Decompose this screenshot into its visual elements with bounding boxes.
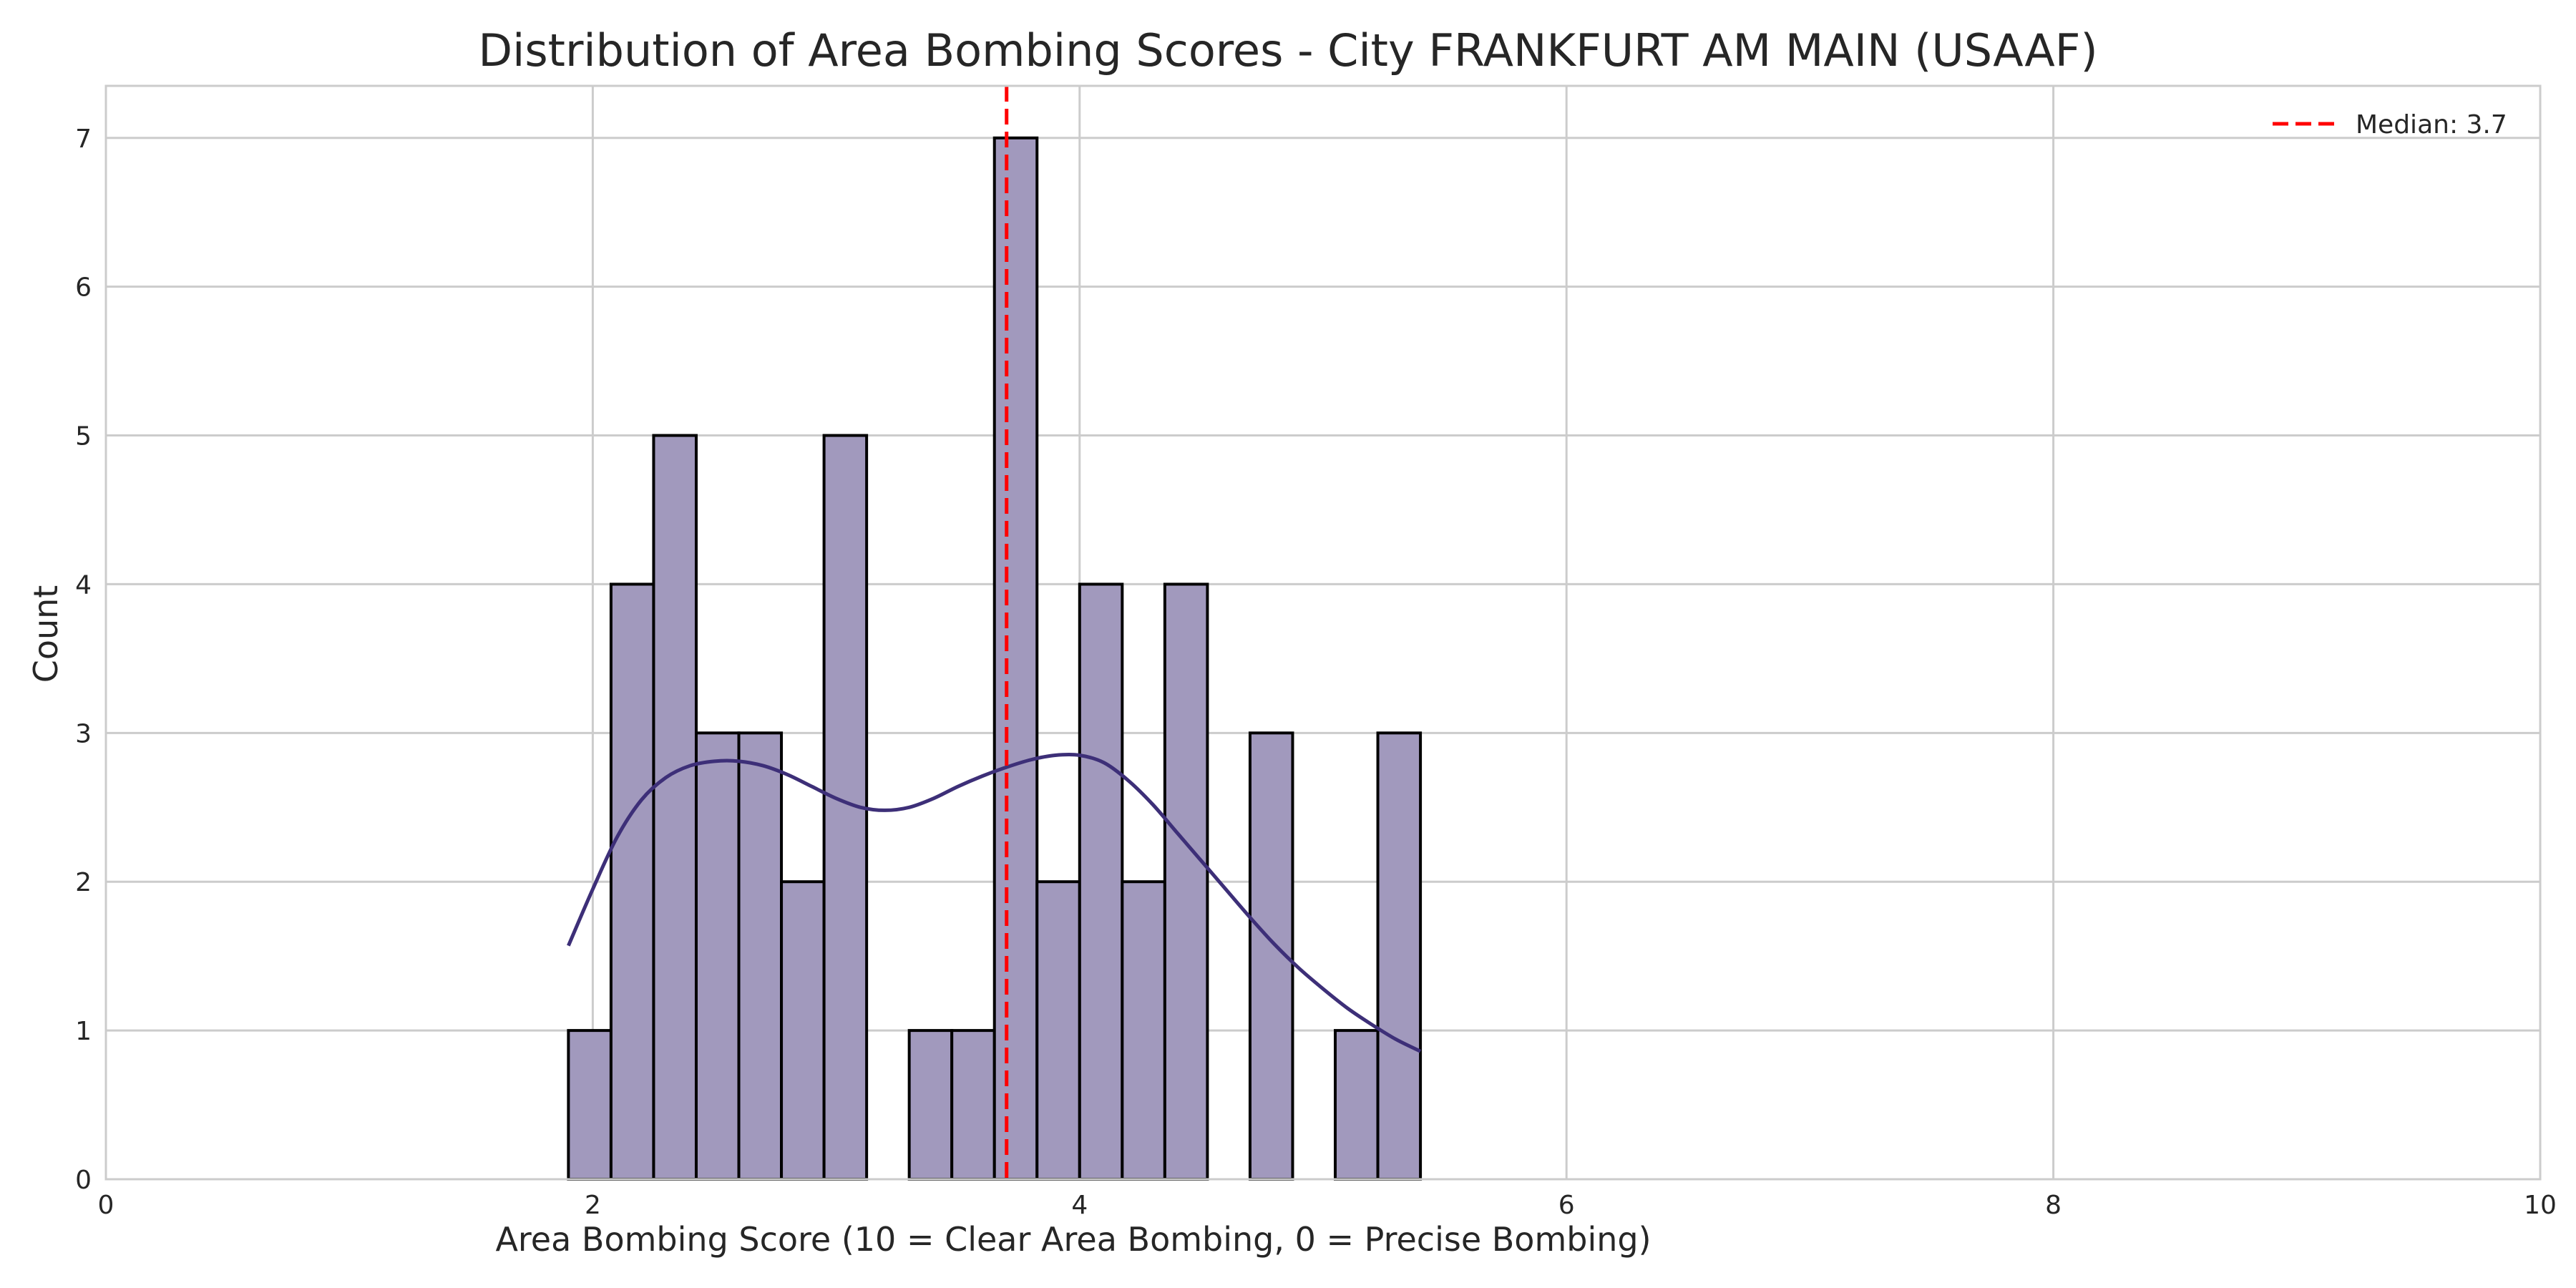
histogram-bar	[1334, 1029, 1380, 1181]
y-tick-label: 5	[75, 422, 92, 452]
histogram-bar	[907, 1029, 954, 1181]
x-tick-label: 10	[2524, 1191, 2557, 1220]
histogram-bar	[1376, 731, 1423, 1181]
x-tick-label: 6	[1558, 1191, 1575, 1220]
histogram-bar	[652, 434, 698, 1181]
legend-median-label: Median: 3.7	[2356, 110, 2507, 140]
histogram-bar	[950, 1029, 996, 1181]
kde-curve	[567, 752, 1422, 1053]
histogram-bar	[780, 880, 826, 1181]
x-tick-label: 0	[98, 1191, 114, 1220]
y-tick-label: 7	[75, 125, 92, 154]
y-tick-label: 6	[75, 273, 92, 303]
histogram-bar	[1121, 880, 1166, 1181]
y-axis-ticks: 0 1 2 3 4 5 6 7	[75, 125, 92, 1195]
x-tick-label: 8	[2045, 1191, 2062, 1220]
histogram-bar	[567, 1029, 613, 1181]
y-tick-label: 0	[75, 1166, 92, 1195]
grid-lines	[104, 86, 2542, 1181]
histogram-bar	[737, 731, 784, 1181]
chart-title: Distribution of Area Bombing Scores - Ci…	[478, 24, 2097, 77]
y-tick-label: 3	[75, 719, 92, 748]
histogram-bars	[567, 136, 1423, 1181]
y-tick-label: 2	[75, 868, 92, 897]
plot-frame	[104, 84, 2542, 1181]
histogram-bar	[1163, 582, 1209, 1181]
x-axis-ticks: 0 2 4 6 8 10	[98, 1191, 2557, 1220]
legend: Median: 3.7	[2273, 110, 2507, 140]
histogram-bar	[1078, 582, 1124, 1181]
y-tick-label: 1	[75, 1017, 92, 1046]
histogram-bar	[609, 582, 655, 1181]
histogram-bar	[1035, 880, 1081, 1181]
x-axis-label: Area Bombing Score (10 = Clear Area Bomb…	[495, 1220, 1651, 1259]
x-tick-label: 2	[585, 1191, 601, 1220]
histogram-bar	[992, 136, 1039, 1181]
x-tick-label: 4	[1071, 1191, 1088, 1220]
y-axis-label: Count	[26, 585, 65, 683]
histogram-bar	[694, 731, 741, 1181]
y-tick-label: 4	[75, 570, 92, 600]
